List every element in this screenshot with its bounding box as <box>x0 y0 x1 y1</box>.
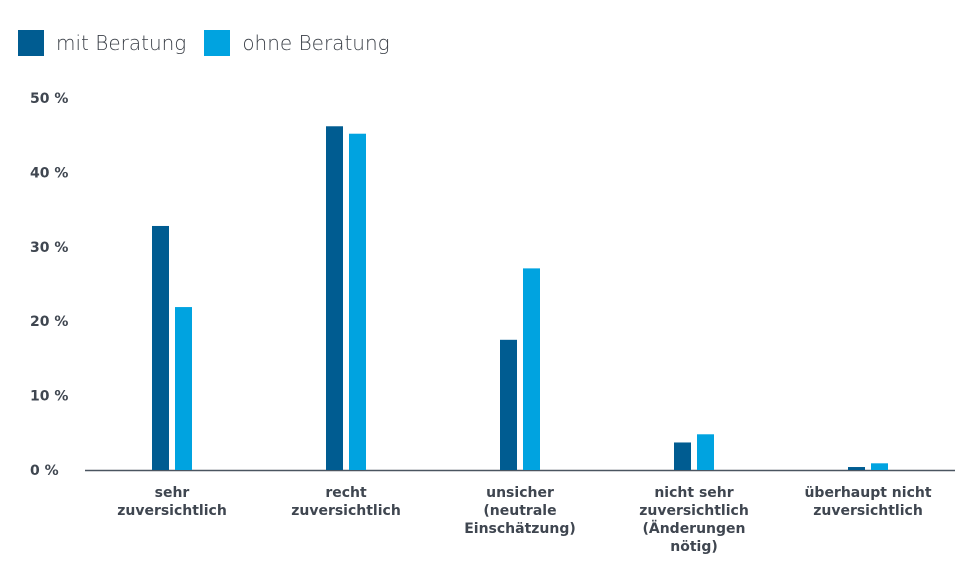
y-tick-label: 50 % <box>30 91 68 107</box>
legend-item-mit-beratung: mit Beratung <box>18 30 186 56</box>
bar-ohne-beratung <box>697 434 714 470</box>
bar-mit-beratung <box>500 339 517 470</box>
x-tick-label: zuversichtlich <box>813 503 923 519</box>
y-tick-label: 30 % <box>30 240 68 256</box>
bar-mit-beratung <box>674 442 691 470</box>
legend-item-ohne-beratung: ohne Beratung <box>204 30 390 56</box>
x-tick-label: recht <box>325 485 367 501</box>
x-tick-label: unsicher <box>486 485 554 501</box>
x-tick-label: nicht sehr <box>654 485 733 501</box>
bar-ohne-beratung <box>523 268 540 470</box>
bar-ohne-beratung <box>349 133 366 470</box>
bar-mit-beratung <box>152 225 169 470</box>
legend-swatch-ohne-beratung <box>204 30 231 56</box>
x-tick-label: (Änderungen <box>642 520 745 537</box>
legend-swatch-mit-beratung <box>18 30 44 56</box>
bar-ohne-beratung <box>175 307 192 470</box>
y-tick-label: 20 % <box>30 314 68 330</box>
x-tick-label: überhaupt nicht <box>804 485 931 501</box>
x-tick-label: zuversichtlich <box>117 503 227 519</box>
legend-label-ohne-beratung: ohne Beratung <box>242 31 390 55</box>
y-tick-label: 0 % <box>30 463 59 479</box>
bar-mit-beratung <box>848 467 865 470</box>
x-tick-label: sehr <box>155 485 190 501</box>
legend: mit Beratung ohne Beratung <box>18 30 408 56</box>
x-tick-label: zuversichtlich <box>639 503 749 519</box>
x-tick-label: Einschätzung) <box>464 521 576 537</box>
legend-label-mit-beratung: mit Beratung <box>56 31 187 55</box>
bar-mit-beratung <box>326 126 343 470</box>
x-tick-label: (neutrale <box>483 503 556 519</box>
y-tick-label: 40 % <box>30 165 68 181</box>
x-tick-label: nötig) <box>670 539 718 555</box>
x-tick-label: zuversichtlich <box>291 503 401 519</box>
bar-ohne-beratung <box>871 463 888 470</box>
y-tick-label: 10 % <box>30 389 68 405</box>
